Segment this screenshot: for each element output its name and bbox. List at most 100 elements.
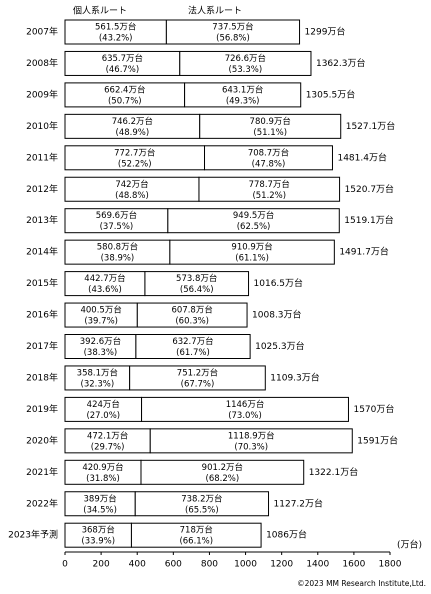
y-tick-label: 2023年予測 — [8, 529, 58, 541]
bar-segment — [198, 176, 341, 202]
share-label: (48.8%) — [115, 191, 149, 201]
data-label: 1118.9万台 — [228, 430, 275, 441]
y-tick-label: 2009年 — [26, 88, 58, 100]
data-label: 561.5万台 — [95, 22, 136, 33]
bar-segment — [169, 239, 335, 265]
data-label: 389万台 — [84, 493, 117, 504]
total-label: 1008.3万台 — [252, 309, 302, 321]
bar-segment — [64, 113, 201, 139]
data-label: 368万台 — [82, 525, 115, 536]
y-tick-label: 2018年 — [26, 371, 58, 383]
data-label: 738.2万台 — [181, 493, 222, 504]
bar-segment — [64, 19, 167, 45]
share-label: (32.3%) — [81, 379, 115, 389]
total-label: 1519.1万台 — [344, 214, 394, 226]
share-label: (73.0%) — [228, 411, 262, 421]
share-label: (53.3%) — [229, 65, 263, 75]
total-label: 1591万台 — [357, 434, 398, 446]
bar-segment — [64, 271, 146, 297]
bar-segment — [184, 82, 302, 108]
y-tick-label: 2014年 — [26, 246, 58, 258]
data-label: 400.5万台 — [80, 305, 121, 316]
axis-unit: (万台) — [397, 539, 422, 551]
bar-segment — [136, 302, 248, 328]
y-tick-label: 2015年 — [26, 277, 58, 289]
copyright: ©2023 MM Research Institute,Ltd. — [297, 579, 426, 588]
total-label: 1025.3万台 — [255, 340, 304, 352]
y-tick-label: 2007年 — [26, 26, 58, 38]
bar-segment — [64, 82, 186, 108]
data-label: 472.1万台 — [87, 430, 128, 441]
bar-segment — [165, 19, 301, 45]
bar-segment — [64, 365, 131, 391]
total-label: 1527.1万台 — [346, 120, 396, 132]
x-tick-label: 1000 — [234, 560, 257, 570]
bar-segment — [167, 208, 340, 234]
y-tick-label: 2016年 — [26, 309, 58, 321]
total-label: 1491.7万台 — [339, 246, 389, 258]
legend-entry: 法人系ルート — [188, 5, 242, 17]
share-label: (49.3%) — [226, 96, 260, 106]
data-label: 718万台 — [180, 525, 213, 536]
data-label: 1146万台 — [226, 399, 265, 410]
y-tick-label: 2020年 — [26, 434, 58, 446]
share-label: (51.1%) — [253, 128, 287, 138]
share-label: (70.3%) — [234, 442, 268, 452]
share-label: (68.2%) — [206, 474, 240, 484]
share-label: (61.1%) — [235, 254, 269, 264]
data-label: 607.8万台 — [172, 305, 213, 316]
y-tick-label: 2010年 — [26, 120, 58, 132]
data-label: 901.2万台 — [202, 462, 243, 473]
data-label: 392.6万台 — [80, 336, 121, 347]
share-label: (66.1%) — [179, 537, 213, 547]
bar-segment — [130, 522, 262, 548]
y-tick-label: 2013年 — [26, 214, 58, 226]
x-tick-label: 600 — [165, 560, 182, 570]
share-label: (43.2%) — [99, 34, 133, 44]
y-tick-label: 2017年 — [26, 340, 58, 352]
data-label: 778.7万台 — [249, 179, 290, 190]
data-label: 662.4万台 — [104, 84, 145, 95]
bar-segment — [64, 459, 142, 485]
share-label: (62.5%) — [237, 222, 271, 232]
x-tick-label: 1800 — [379, 560, 402, 570]
y-tick-label: 2022年 — [26, 497, 58, 509]
bar-segment — [144, 271, 250, 297]
share-label: (34.5%) — [83, 505, 117, 515]
data-label: 573.8万台 — [176, 273, 217, 284]
share-label: (60.3%) — [175, 317, 209, 327]
share-label: (39.7%) — [84, 317, 118, 327]
data-label: 632.7万台 — [172, 336, 213, 347]
y-tick-label: 2008年 — [26, 57, 58, 69]
bar-segment — [141, 396, 349, 422]
share-label: (51.2%) — [252, 191, 286, 201]
data-label: 708.7万台 — [248, 147, 289, 158]
data-label: 780.9万台 — [250, 116, 291, 127]
bar-segment — [64, 334, 137, 359]
share-label: (50.7%) — [108, 96, 142, 106]
bar-segment — [199, 113, 342, 139]
bar-segment — [134, 491, 270, 517]
data-label: 569.6万台 — [96, 210, 137, 221]
bar-segment — [204, 145, 333, 171]
data-label: 424万台 — [87, 399, 120, 410]
x-tick-label: 200 — [93, 560, 110, 570]
bar-segment — [64, 491, 136, 517]
bar-segment — [64, 145, 206, 171]
data-label: 580.8万台 — [97, 242, 138, 253]
data-label: 949.5万台 — [233, 210, 274, 221]
total-label: 1322.1万台 — [309, 466, 359, 478]
share-label: (56.8%) — [216, 34, 250, 44]
data-label: 772.7万台 — [114, 147, 155, 158]
y-tick-label: 2019年 — [26, 403, 58, 415]
share-label: (65.5%) — [185, 505, 219, 515]
share-label: (61.7%) — [176, 348, 210, 358]
x-tick-label: 1200 — [270, 560, 293, 570]
share-label: (37.5%) — [100, 222, 134, 232]
total-label: 1520.7万台 — [345, 183, 395, 195]
total-label: 1305.5万台 — [306, 88, 356, 100]
bar-segment — [64, 208, 169, 234]
data-label: 358.1万台 — [77, 367, 118, 378]
data-label: 420.9万台 — [82, 462, 123, 473]
data-label: 643.1万台 — [222, 84, 263, 95]
